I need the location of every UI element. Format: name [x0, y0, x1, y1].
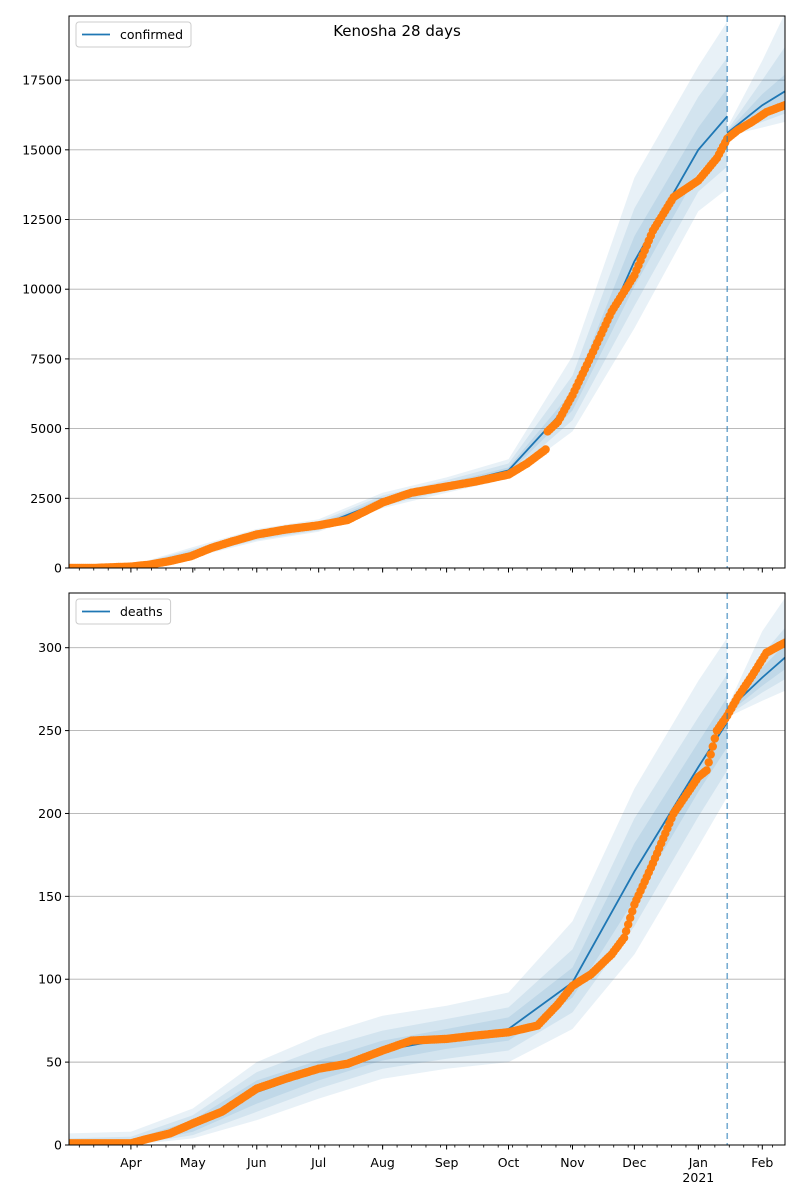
- observed-point: [624, 920, 633, 929]
- y-tick-label: 2500: [30, 491, 62, 506]
- observed-point: [541, 445, 550, 454]
- observed-point: [621, 927, 631, 936]
- observed-point: [706, 750, 715, 759]
- x-tick-label: Apr: [120, 1155, 142, 1170]
- observed-point: [626, 913, 635, 923]
- x-tick-sublabel: 2021: [682, 1170, 714, 1185]
- y-tick-label: 300: [38, 640, 62, 655]
- model-forecast-line: [726, 90, 785, 134]
- confirmed-panel: 0 2500 5000 7500 10000 12500 15000 17500 confirm…: [22, 15, 786, 576]
- plot-area: [69, 16, 785, 568]
- legend-label: confirmed: [120, 27, 183, 42]
- legend-box: [75, 598, 172, 625]
- x-tick-label: Feb: [751, 1155, 773, 1170]
- x-tick-label: Oct: [498, 1155, 520, 1170]
- y-tick-label: 7500: [30, 351, 62, 366]
- axes-frame: [68, 15, 786, 569]
- uncertainty-band-1: [69, 598, 785, 1145]
- x-tick-label: May: [180, 1155, 206, 1170]
- y-tick-label: 0: [54, 561, 62, 576]
- uncertainty-band-2: [69, 46, 785, 568]
- x-tick-label: Sep: [435, 1155, 459, 1170]
- uncertainty-band-3: [69, 74, 785, 568]
- y-tick-label: 10000: [22, 282, 62, 297]
- y-tick-label: 150: [38, 889, 62, 904]
- x-tick-label: Jun: [246, 1155, 267, 1170]
- legend-box: [75, 21, 192, 48]
- observed-point: [619, 933, 629, 942]
- y-tick-label: 0: [54, 1138, 62, 1153]
- legend-label: deaths: [120, 604, 163, 619]
- y-tick-label: 50: [46, 1055, 62, 1070]
- y-tick-label: 17500: [22, 73, 62, 88]
- y-tick-label: 5000: [30, 421, 62, 436]
- x-tick-label: Dec: [622, 1155, 646, 1170]
- legend: deaths: [75, 598, 172, 625]
- observed-point: [628, 907, 637, 916]
- y-tick-label: 200: [38, 806, 62, 821]
- y-tick-label: 250: [38, 723, 62, 738]
- uncertainty-band-3: [69, 644, 785, 1145]
- axes-frame: [68, 592, 786, 1146]
- plot-area: [69, 598, 785, 1145]
- x-tick-label: Jan: [688, 1155, 708, 1170]
- y-tick-label: 12500: [22, 212, 62, 227]
- observed-point: [710, 734, 719, 743]
- y-tick-label: 100: [38, 972, 62, 987]
- observed-point: [704, 758, 713, 767]
- observed-point: [780, 638, 785, 647]
- legend: confirmed: [75, 21, 192, 48]
- x-tick-label: Aug: [370, 1155, 394, 1170]
- figure-title: Kenosha 28 days: [333, 22, 461, 40]
- deaths-panel: 0 50 100 150 200 250 300 Apr May Jun Jul Aug Sep Oct N…: [38, 592, 786, 1185]
- x-tick-label: Jul: [310, 1155, 326, 1170]
- uncertainty-band-1: [69, 16, 785, 568]
- y-tick-label: 15000: [22, 142, 62, 157]
- observed-point: [708, 742, 717, 751]
- x-tick-label: Nov: [560, 1155, 585, 1170]
- observed-point: [702, 766, 711, 775]
- observed-point: [780, 101, 785, 110]
